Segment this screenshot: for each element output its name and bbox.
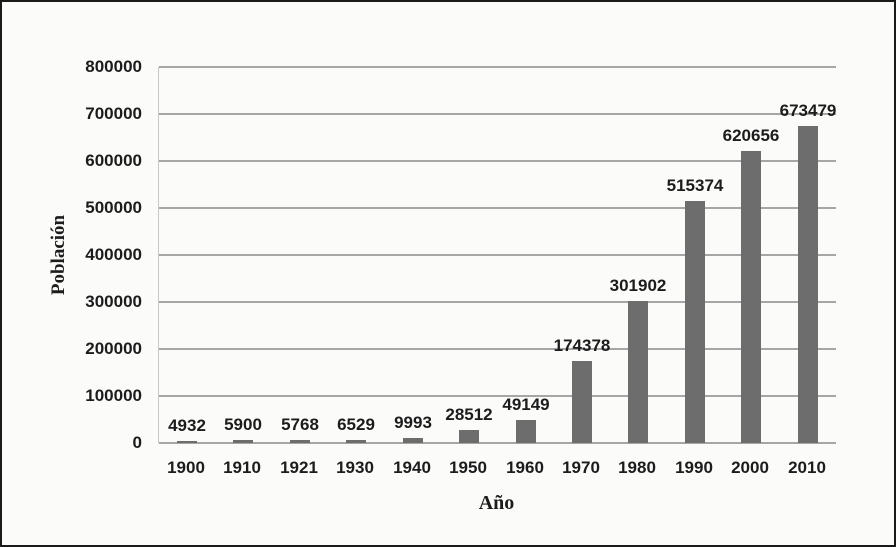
bar-1980 (628, 301, 648, 443)
bar-column-1921: 5768 (272, 67, 328, 443)
bar-2000 (741, 151, 761, 443)
y-tick-label-300000: 300000 (85, 292, 142, 311)
bar-value-label-1930: 6529 (337, 415, 375, 434)
bar-column-2010: 673479 (780, 67, 836, 443)
bar-1970 (572, 361, 592, 443)
y-tick-label-700000: 700000 (85, 104, 142, 123)
bar-1990 (685, 201, 705, 443)
x-tick-label-1900: 1900 (167, 458, 205, 477)
gridline-200000 (159, 348, 836, 350)
x-tick-label-1950: 1950 (449, 458, 487, 477)
bar-column-1900: 4932 (159, 67, 215, 443)
bar-column-1940: 9993 (385, 67, 441, 443)
gridline-800000 (159, 66, 836, 68)
x-tick-label-1910: 1910 (223, 458, 261, 477)
y-tick-label-600000: 600000 (85, 151, 142, 170)
gridline-400000 (159, 254, 836, 256)
plot-area: 4932 5900 5768 6529 9993 28512 49149 174378 3019… (158, 66, 836, 444)
bar-value-label-1910: 5900 (224, 415, 262, 434)
bar-value-label-2000: 620656 (722, 126, 780, 145)
bar-value-label-1940: 9993 (394, 413, 432, 432)
y-tick-label-200000: 200000 (85, 339, 142, 358)
x-tick-label-2000: 2000 (731, 458, 769, 477)
x-tick-label-1930: 1930 (336, 458, 374, 477)
bar-1960 (516, 420, 536, 443)
y-tick-label-800000: 800000 (85, 57, 142, 76)
x-tick-label-1970: 1970 (562, 458, 600, 477)
bar-column-1990: 515374 (667, 67, 723, 443)
y-tick-label-500000: 500000 (85, 198, 142, 217)
x-tick-label-1940: 1940 (393, 458, 431, 477)
bar-value-label-1950: 28512 (445, 405, 493, 424)
bar-1921 (290, 440, 310, 443)
x-tick-label-2010: 2010 (788, 458, 826, 477)
bar-column-1950: 28512 (441, 67, 497, 443)
bar-1900 (177, 441, 197, 443)
bar-1940 (403, 438, 423, 443)
bar-value-label-1960: 49149 (502, 395, 550, 414)
bar-1950 (459, 430, 479, 443)
bar-1910 (233, 440, 253, 443)
bar-column-1930: 6529 (328, 67, 384, 443)
y-tick-label-400000: 400000 (85, 245, 142, 264)
x-tick-label-1921: 1921 (280, 458, 318, 477)
x-axis-title: Año (478, 492, 515, 514)
bar-column-1960: 49149 (498, 67, 554, 443)
bar-value-label-1980: 301902 (609, 276, 667, 295)
bar-value-label-2010: 673479 (779, 101, 837, 120)
bar-2010 (798, 126, 818, 443)
gridline-100000 (159, 395, 836, 397)
gridline-300000 (159, 301, 836, 303)
bar-column-1970: 174378 (554, 67, 610, 443)
gridline-500000 (159, 207, 836, 209)
x-tick-label-1960: 1960 (506, 458, 544, 477)
x-tick-label-1990: 1990 (675, 458, 713, 477)
bar-1930 (346, 440, 366, 443)
gridline-0 (159, 442, 836, 444)
y-tick-label-0: 0 (132, 433, 142, 452)
bar-value-label-1970: 174378 (553, 336, 611, 355)
bar-column-1910: 5900 (215, 67, 271, 443)
x-tick-label-1980: 1980 (618, 458, 656, 477)
gridline-600000 (159, 160, 836, 162)
y-tick-label-100000: 100000 (85, 386, 142, 405)
gridline-700000 (159, 113, 836, 115)
bar-column-2000: 620656 (723, 67, 779, 443)
bar-value-label-1990: 515374 (666, 176, 724, 195)
bar-value-label-1921: 5768 (281, 415, 319, 434)
bar-value-label-1900: 4932 (168, 416, 206, 435)
bar-column-1980: 301902 (610, 67, 666, 443)
